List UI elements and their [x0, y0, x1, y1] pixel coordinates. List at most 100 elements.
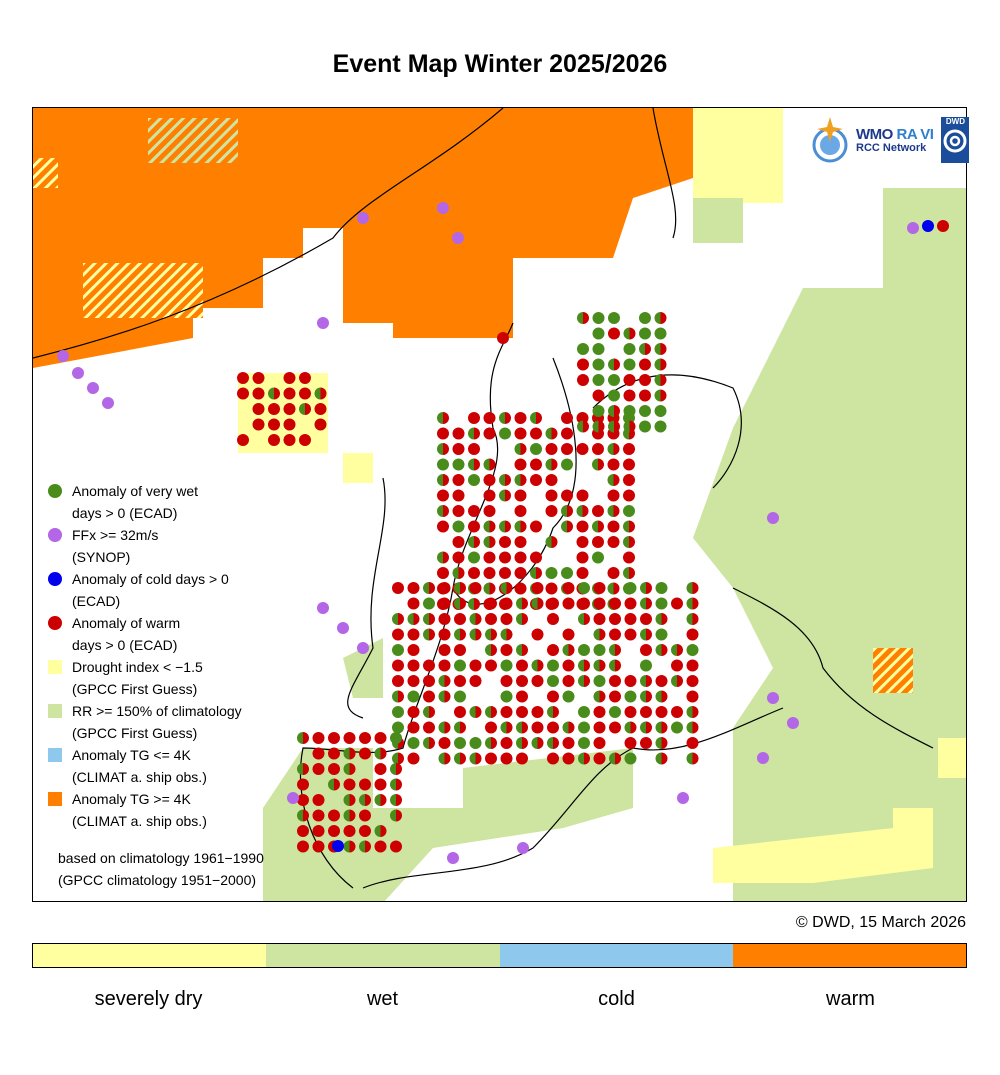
- station-marker-left: [516, 737, 522, 749]
- station-marker: [624, 582, 637, 594]
- station-marker-right: [413, 613, 420, 625]
- station-marker-left: [547, 737, 553, 749]
- station-marker: [407, 721, 420, 734]
- station-marker-left: [686, 582, 693, 594]
- station-marker: [592, 505, 604, 517]
- station-marker: [314, 403, 327, 415]
- station-marker: [392, 659, 404, 672]
- station-marker-left: [671, 644, 677, 656]
- legend-item: FFx >= 32m/s (SYNOP): [48, 524, 242, 568]
- station-marker: [423, 597, 435, 610]
- station-marker-right: [429, 628, 435, 641]
- station-marker: [454, 675, 466, 687]
- station-marker-left: [374, 825, 381, 837]
- station-marker-left: [592, 420, 599, 433]
- station-marker-right: [598, 520, 604, 533]
- station-marker-left: [516, 613, 522, 625]
- station-marker: [608, 389, 620, 402]
- station-marker-right: [491, 706, 497, 718]
- station-marker: [609, 675, 621, 687]
- legend-label: Anomaly of very wet: [72, 483, 199, 499]
- station-marker: [407, 628, 420, 641]
- station-marker: [407, 690, 420, 703]
- station-marker-right: [661, 690, 668, 703]
- station-marker-right: [444, 675, 451, 687]
- station-marker: [283, 418, 296, 431]
- station-marker-right: [475, 628, 482, 641]
- legend-swatch: [48, 572, 62, 586]
- station-marker: [514, 536, 527, 548]
- station-marker: [407, 659, 420, 672]
- station-marker: [72, 367, 84, 379]
- station-marker: [609, 690, 621, 703]
- wmo-dwd-logo: WMO RA VI RCC Network DWD: [808, 115, 970, 165]
- station-marker: [514, 551, 527, 564]
- station-marker-right: [599, 659, 606, 672]
- station-marker: [359, 825, 371, 837]
- station-marker: [500, 752, 513, 765]
- station-marker: [545, 489, 558, 502]
- station-marker-right: [305, 403, 311, 415]
- station-marker: [624, 706, 637, 718]
- station-marker: [577, 343, 589, 355]
- station-marker: [639, 327, 651, 340]
- station-marker-right: [396, 794, 402, 806]
- station-marker: [312, 747, 325, 760]
- station-marker: [483, 427, 496, 440]
- station-marker: [297, 794, 309, 806]
- station-marker: [640, 706, 652, 718]
- station-marker-left: [297, 763, 303, 775]
- station-marker-left: [407, 613, 414, 625]
- station-marker: [576, 489, 589, 502]
- map-legend: Anomaly of very wet days > 0 (ECAD) FFx >…: [48, 480, 242, 832]
- station-marker-right: [613, 474, 620, 486]
- station-marker-right: [567, 505, 573, 517]
- station-marker-right: [520, 474, 527, 486]
- station-marker: [407, 597, 420, 610]
- legend-item: Anomaly TG >= 4K (CLIMAT a. ship obs.): [48, 788, 242, 832]
- station-marker-right: [661, 737, 668, 749]
- station-marker: [359, 732, 371, 744]
- station-marker: [623, 343, 636, 355]
- station-marker: [624, 675, 637, 687]
- legend-label: RR >= 150% of climatology: [72, 703, 242, 719]
- station-marker: [531, 675, 544, 687]
- station-marker-left: [483, 536, 490, 548]
- station-marker: [423, 721, 435, 734]
- climatology-note: based on climatology 1961−1990 (GPCC cli…: [58, 847, 264, 891]
- station-marker: [452, 505, 465, 517]
- station-marker: [547, 644, 559, 656]
- station-marker: [483, 412, 496, 424]
- station-marker-right: [443, 443, 449, 455]
- station-marker: [500, 675, 513, 687]
- station-marker: [357, 212, 369, 224]
- station-marker-left: [561, 520, 567, 533]
- station-marker: [609, 628, 621, 641]
- station-marker: [576, 443, 589, 455]
- station-marker-right: [460, 582, 466, 594]
- station-marker-left: [655, 644, 662, 656]
- station-marker-left: [686, 706, 693, 718]
- station-marker-right: [553, 737, 559, 749]
- station-marker: [671, 597, 683, 610]
- station-marker: [561, 567, 573, 579]
- station-marker-right: [599, 628, 606, 641]
- station-marker-left: [485, 644, 491, 656]
- station-marker: [283, 434, 296, 446]
- station-marker: [390, 732, 402, 744]
- legend-label: Drought index < −1.5: [72, 659, 203, 675]
- station-marker: [623, 389, 636, 402]
- station-marker: [624, 628, 637, 641]
- station-marker: [624, 752, 637, 765]
- station-marker-left: [438, 675, 445, 687]
- station-marker-right: [429, 582, 435, 594]
- station-marker: [516, 706, 528, 718]
- station-marker: [623, 374, 636, 386]
- station-marker-right: [568, 644, 575, 656]
- legend-swatch: [48, 660, 62, 674]
- station-marker: [500, 644, 513, 656]
- station-marker: [561, 458, 573, 471]
- station-marker-left: [437, 412, 443, 424]
- station-marker: [623, 505, 635, 517]
- station-marker-right: [692, 721, 699, 734]
